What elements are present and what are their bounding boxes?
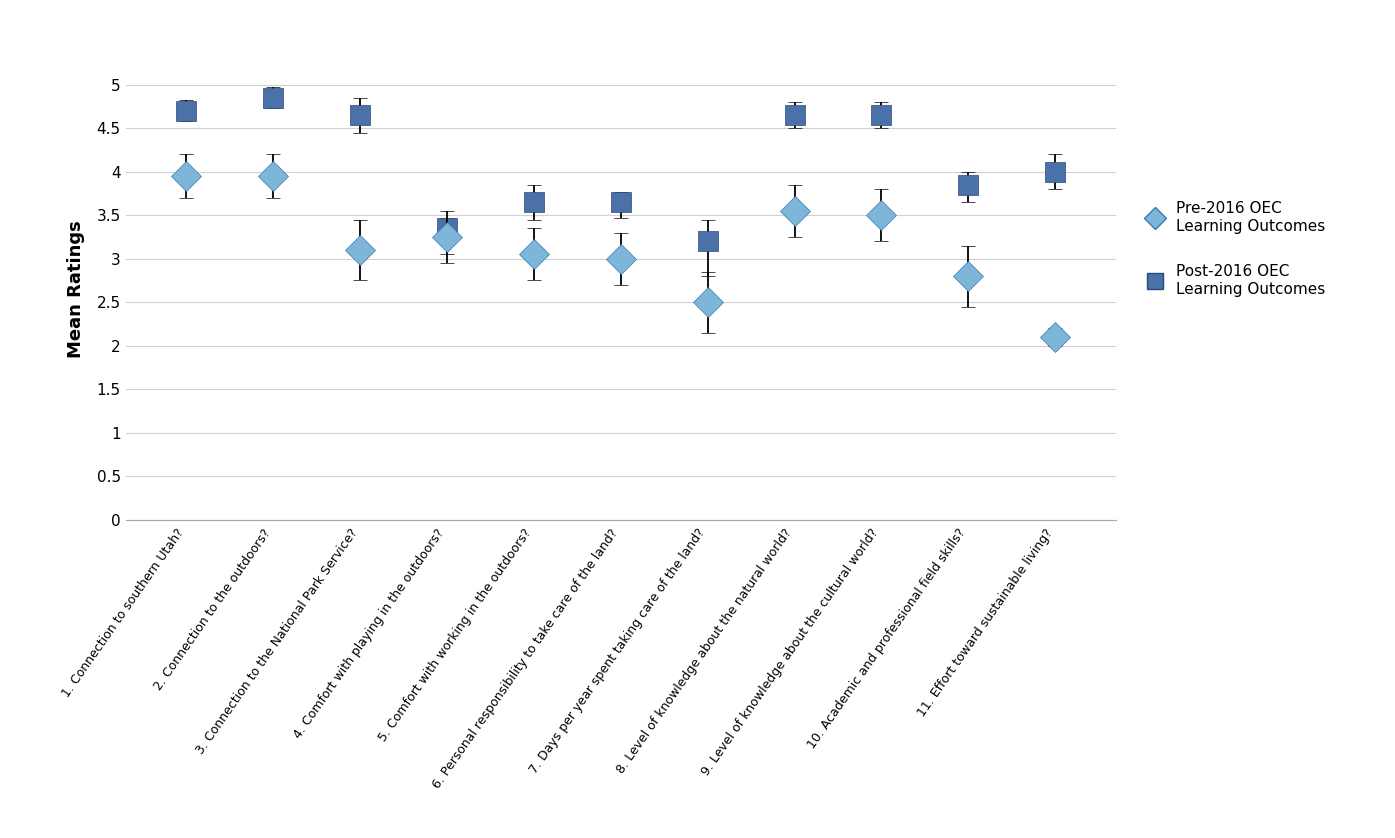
Y-axis label: Mean Ratings: Mean Ratings xyxy=(67,220,85,358)
Legend: Pre-2016 OEC
Learning Outcomes, Post-2016 OEC
Learning Outcomes: Pre-2016 OEC Learning Outcomes, Post-201… xyxy=(1134,195,1332,303)
